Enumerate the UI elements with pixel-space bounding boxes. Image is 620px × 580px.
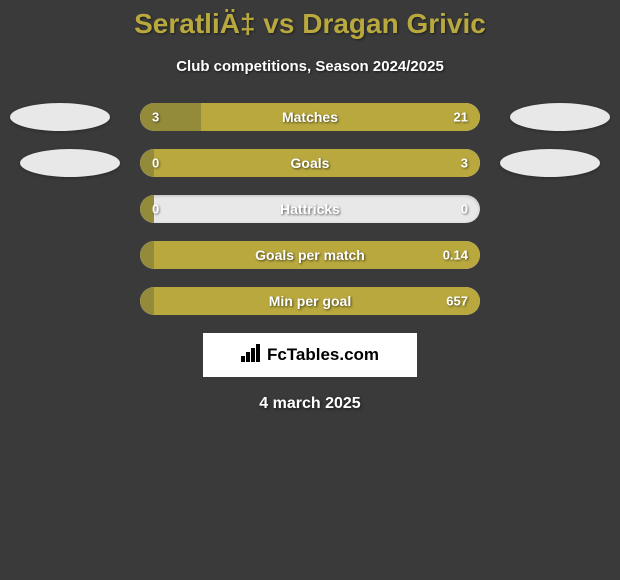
stat-bar: Min per goal 657 <box>140 287 480 315</box>
stat-label: Goals <box>291 155 330 171</box>
date-text: 4 march 2025 <box>0 395 620 413</box>
stat-value-right: 0 <box>461 202 468 217</box>
stat-bar: 0 Goals 3 <box>140 149 480 177</box>
stat-value-left: 3 <box>152 110 159 125</box>
stat-label: Min per goal <box>269 293 351 309</box>
stat-label: Goals per match <box>255 247 365 263</box>
stat-row-goals-per-match: Goals per match 0.14 <box>0 241 620 269</box>
page-subtitle: Club competitions, Season 2024/2025 <box>0 58 620 75</box>
stat-bar: 3 Matches 21 <box>140 103 480 131</box>
stat-row-hattricks: 0 Hattricks 0 <box>0 195 620 223</box>
fctables-logo[interactable]: FcTables.com <box>203 333 417 377</box>
stat-bar-right-fill <box>201 103 480 131</box>
stat-value-left: 0 <box>152 202 159 217</box>
stat-value-right: 0.14 <box>443 248 468 263</box>
page-title: SeratliÄ‡ vs Dragan Grivic <box>0 0 620 40</box>
stat-bar-left-fill <box>140 103 201 131</box>
stat-label: Hattricks <box>280 201 340 217</box>
stat-bar-left-fill <box>140 287 154 315</box>
stat-bar: Goals per match 0.14 <box>140 241 480 269</box>
stat-value-right: 657 <box>446 294 468 309</box>
stat-row-min-per-goal: Min per goal 657 <box>0 287 620 315</box>
logo-text: FcTables.com <box>267 345 379 365</box>
stat-label: Matches <box>282 109 338 125</box>
stat-bar-left-fill <box>140 241 154 269</box>
stat-value-left: 0 <box>152 156 159 171</box>
stat-row-matches: 3 Matches 21 <box>0 103 620 131</box>
stat-value-right: 21 <box>454 110 468 125</box>
chart-icon <box>241 344 261 367</box>
stat-row-goals: 0 Goals 3 <box>0 149 620 177</box>
stat-value-right: 3 <box>461 156 468 171</box>
stat-bar: 0 Hattricks 0 <box>140 195 480 223</box>
stats-container: 3 Matches 21 0 Goals 3 0 Hattricks 0 Goa… <box>0 103 620 315</box>
